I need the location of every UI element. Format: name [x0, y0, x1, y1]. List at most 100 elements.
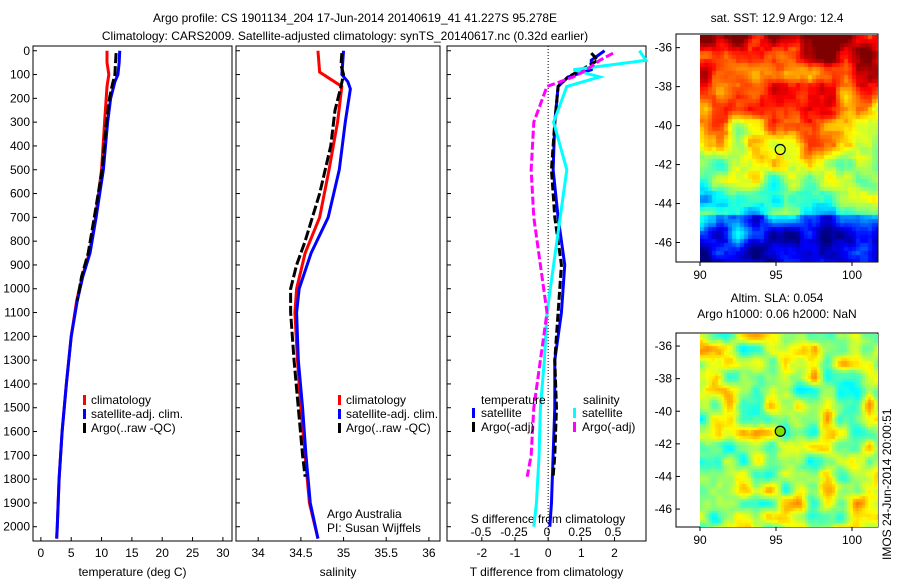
- x-tick-label: 10: [95, 546, 109, 560]
- title-line2: Climatology: CARS2009. Satellite-adjuste…: [102, 29, 588, 43]
- legend-label: satellite: [481, 406, 522, 420]
- x-tick-label: 5: [68, 546, 75, 560]
- y-tick-label: -40: [655, 404, 673, 418]
- salinity-panel: 34 34.5 35 35.5 36 salinity climatologysatelli…: [235, 45, 441, 579]
- x-tick-label: 20: [156, 546, 170, 560]
- y-tick-label: 1500: [3, 401, 30, 415]
- legend-label: satellite-adj. clim.: [346, 407, 438, 421]
- legend-swatch: [338, 395, 341, 405]
- y-tick-label: -40: [655, 119, 673, 133]
- y-tick-label: 2000: [3, 520, 30, 534]
- y-tick-label: 1000: [3, 282, 30, 296]
- x-tick-label: 36: [422, 546, 436, 560]
- series-satellite-adj-clim-: [295, 50, 352, 539]
- y-tick-label: 0: [23, 44, 30, 58]
- x-tick-label: 100: [842, 533, 862, 547]
- y-tick-label: 400: [10, 139, 30, 153]
- x-tick-label: -2: [476, 546, 487, 560]
- y-tick-label: -42: [655, 158, 673, 172]
- legend-swatch: [573, 408, 576, 418]
- y-tick-label: 1200: [3, 329, 30, 343]
- difference-panel: -2 -1 0 1 2 T difference from climatology -0.5…: [446, 45, 649, 579]
- legend-swatch: [338, 409, 341, 419]
- x-tick-label: 90: [693, 268, 707, 282]
- series-satellite-adj-clim-: [55, 50, 122, 539]
- x-tick-label: 35: [337, 546, 351, 560]
- series-argo-raw-qc-: [289, 53, 346, 477]
- y-tick-label: -36: [655, 41, 673, 55]
- y-tick-label: 300: [10, 115, 30, 129]
- x-axis-label: T difference from climatology: [470, 565, 624, 579]
- legend-swatch: [83, 423, 86, 433]
- y-tick-label: 900: [10, 258, 30, 272]
- legend-swatch: [472, 422, 475, 432]
- x-tick-label: 2: [611, 546, 618, 560]
- y-tick-label: 1400: [3, 377, 30, 391]
- y-tick-label: -46: [655, 236, 673, 250]
- legend-label: satellite-adj. clim.: [91, 407, 183, 421]
- legend-label: Argo(-adj): [582, 420, 635, 434]
- map-title-line2: Argo h1000: 0.06 h2000: NaN: [697, 307, 856, 321]
- legend-label: Argo(..raw -QC): [91, 421, 176, 435]
- annotation-line2: PI: Susan Wijffels: [327, 521, 421, 535]
- x-tick-label: 15: [125, 546, 139, 560]
- y-tick-label: -36: [655, 339, 673, 353]
- y-tick-label: 500: [10, 163, 30, 177]
- y-tick-label: 1900: [3, 496, 30, 510]
- map-title-line1: Altim. SLA: 0.054: [731, 291, 824, 305]
- map-title: sat. SST: 12.9 Argo: 12.4: [711, 11, 844, 25]
- x-tick-label: 25: [186, 546, 200, 560]
- legend-label: climatology: [91, 393, 151, 407]
- legend-swatch: [83, 409, 86, 419]
- s-tick-label: -0.5: [471, 525, 492, 539]
- y-tick-label: 600: [10, 187, 30, 201]
- y-tick-label: 800: [10, 234, 30, 248]
- s-tick-label: 0.25: [568, 525, 592, 539]
- series-s-argo-adj-: [525, 51, 614, 478]
- series-t-argo-adj-: [549, 52, 601, 477]
- y-tick-label: 1600: [3, 425, 30, 439]
- y-tick-label: -38: [655, 372, 673, 386]
- x-tick-label: 95: [769, 533, 783, 547]
- x-tick-label: 35.5: [375, 546, 399, 560]
- s-tick-label: 0: [544, 525, 551, 539]
- y-tick-label: 1800: [3, 472, 30, 486]
- legend-salinity-title: salinity: [583, 393, 620, 407]
- x-axis-label: temperature (deg C): [78, 565, 186, 579]
- y-tick-label: 200: [10, 91, 30, 105]
- y-tick-label: 1300: [3, 353, 30, 367]
- x-tick-label: 34: [252, 546, 266, 560]
- y-tick-label: -44: [655, 469, 673, 483]
- y-tick-label: 1700: [3, 448, 30, 462]
- legend-label: Argo(..raw -QC): [346, 421, 431, 435]
- plot-frame: [446, 45, 647, 542]
- x-axis-label: salinity: [320, 565, 357, 579]
- legend-swatch: [573, 422, 576, 432]
- y-tick-label: -44: [655, 197, 673, 211]
- x-tick-label: 0: [545, 546, 552, 560]
- legend-label: climatology: [346, 393, 406, 407]
- y-tick-label: -46: [655, 502, 673, 516]
- s-tick-label: 0.5: [605, 525, 622, 539]
- x-tick-label: -1: [510, 546, 521, 560]
- legend-label: satellite: [582, 406, 623, 420]
- y-tick-label: -42: [655, 437, 673, 451]
- x-tick-label: 34.5: [289, 546, 313, 560]
- x-tick-label: 95: [769, 268, 783, 282]
- s-axis-label: S difference from climatology: [471, 512, 626, 526]
- legend-swatch: [83, 395, 86, 405]
- series-argo-raw-qc-: [75, 53, 118, 301]
- temperature-panel: 0 5 10 15 20 25 30 temperature (deg C) 0 100 200 30…: [3, 44, 233, 579]
- title-line1: Argo profile: CS 1901134_204 17-Jun-2014…: [153, 11, 557, 25]
- sst-heatmap: [700, 35, 878, 262]
- plot-frame: [32, 45, 233, 542]
- y-tick-label: 100: [10, 68, 30, 82]
- x-tick-label: 100: [842, 268, 862, 282]
- s-tick-label: -0.25: [500, 525, 528, 539]
- x-tick-label: 0: [38, 546, 45, 560]
- legend-swatch: [338, 423, 341, 433]
- sla-heatmap: [700, 334, 878, 527]
- annotation-line1: Argo Australia: [327, 507, 402, 521]
